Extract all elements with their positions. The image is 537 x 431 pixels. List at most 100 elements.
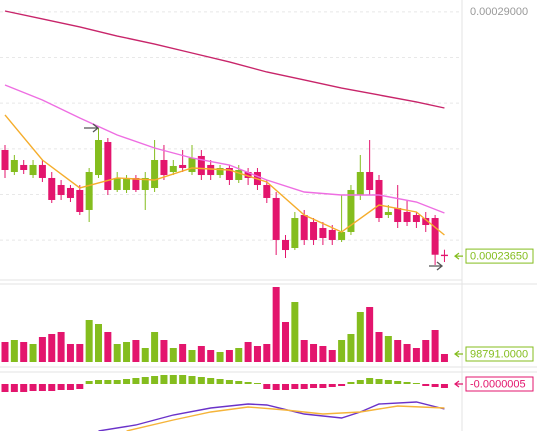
candle-body (431, 218, 439, 255)
candle-body (207, 164, 215, 176)
value-box (465, 346, 534, 362)
candle-body (440, 254, 448, 257)
volume-bar (179, 344, 187, 362)
volume-bar (319, 346, 327, 362)
candle-body (188, 157, 196, 173)
candle-body (123, 177, 131, 190)
macd-bar (85, 381, 93, 384)
volume-bar (85, 320, 93, 362)
volume-bar (188, 350, 196, 362)
candle-body (197, 155, 205, 176)
volume-bar (244, 342, 252, 362)
volume-bar (48, 334, 56, 362)
volume-bar (403, 344, 411, 362)
volume-bar (412, 348, 420, 362)
volume-bar (375, 332, 383, 362)
macd-bar (403, 382, 411, 384)
volume-bar (300, 340, 308, 362)
macd-bar (422, 384, 430, 386)
volume-bar (66, 344, 74, 362)
volume-bar (394, 340, 402, 362)
macd-bar (440, 384, 448, 388)
candle-body (282, 239, 289, 251)
macd-bar (216, 379, 224, 384)
macd-bar (20, 384, 28, 392)
marks (1, 10, 448, 431)
candle-body (403, 211, 411, 222)
macd-bar (394, 381, 402, 384)
high-marker (84, 123, 100, 133)
volume-bar (151, 332, 159, 362)
candle-body (422, 218, 430, 226)
candle-body (76, 189, 84, 212)
macd-bar (95, 380, 102, 384)
macd-bar (356, 380, 364, 384)
macd-bar (10, 384, 18, 392)
macd-bar (141, 377, 149, 384)
value-label: 98791.0000 (470, 348, 528, 360)
volume-bar (1, 342, 9, 362)
value-pointer (454, 350, 463, 358)
candle-body (1, 150, 9, 170)
macd-bar (291, 384, 299, 389)
volume-bar (197, 346, 205, 362)
candle-body (66, 187, 74, 198)
candle-body (20, 164, 28, 170)
volume-bar (141, 348, 149, 362)
macd-bar (244, 382, 252, 384)
macd-bar (263, 384, 271, 389)
macd-bar (169, 375, 177, 384)
volume-bar (422, 340, 430, 362)
candle-body (235, 169, 243, 180)
candle-body (319, 228, 327, 239)
value-label: 0.00023650 (470, 250, 528, 262)
macd-bar (113, 380, 121, 384)
candle-body (48, 177, 56, 200)
volume-bar (366, 307, 374, 362)
macd-bar (328, 384, 336, 387)
macd-bar (179, 375, 187, 384)
macd-bar (272, 384, 280, 390)
macd-bar (225, 380, 233, 384)
candle-body (113, 177, 121, 190)
y-tick-label: 0.00029000 (470, 6, 528, 18)
volume-bar (123, 342, 131, 362)
candle-body (225, 167, 233, 180)
volume-bar (384, 336, 392, 362)
macd-bar (282, 384, 289, 390)
candle-body (338, 231, 346, 240)
volume-bar (38, 337, 46, 362)
macd-bar (188, 376, 196, 384)
indicator-line (4, 84, 445, 214)
volume-bar (253, 346, 261, 362)
macd-bar (197, 377, 205, 384)
macd-bar (347, 382, 355, 384)
indicator-line (4, 10, 445, 109)
candle-body (216, 167, 224, 176)
candle-body (38, 164, 46, 178)
volume-bar (29, 344, 37, 362)
candle-body (160, 159, 168, 176)
macd-bar (431, 384, 439, 387)
value-pointer (454, 252, 463, 260)
value-box (465, 376, 534, 392)
macd-bar (29, 384, 37, 391)
macd-bar (76, 384, 84, 389)
volume-bar (104, 332, 112, 362)
candle-body (328, 229, 336, 240)
macd-bar (310, 384, 318, 388)
volume-bar (76, 344, 84, 362)
macd-bar (151, 376, 159, 384)
macd-bar (412, 383, 420, 384)
candle-body (104, 142, 112, 190)
macd-bar (123, 379, 131, 384)
candle-body (95, 140, 102, 176)
macd-bar (1, 384, 9, 392)
candle-body (272, 197, 280, 240)
macd-bar (48, 384, 56, 391)
value-label: -0.0000005 (470, 378, 526, 390)
macd-bar (160, 375, 168, 384)
volume-bar (291, 302, 299, 362)
axis-labels: 0.00029000 0.00023650 98791.0000 -0.0000005 (454, 6, 534, 392)
